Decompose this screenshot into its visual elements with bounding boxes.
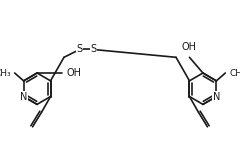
Text: S: S (90, 45, 96, 54)
Text: CH₃: CH₃ (0, 68, 11, 78)
Text: OH: OH (67, 68, 82, 78)
Text: N: N (20, 92, 27, 101)
Text: N: N (213, 92, 220, 101)
Text: S: S (77, 45, 83, 54)
Text: OH: OH (182, 42, 197, 52)
Text: CH₃: CH₃ (229, 68, 240, 78)
